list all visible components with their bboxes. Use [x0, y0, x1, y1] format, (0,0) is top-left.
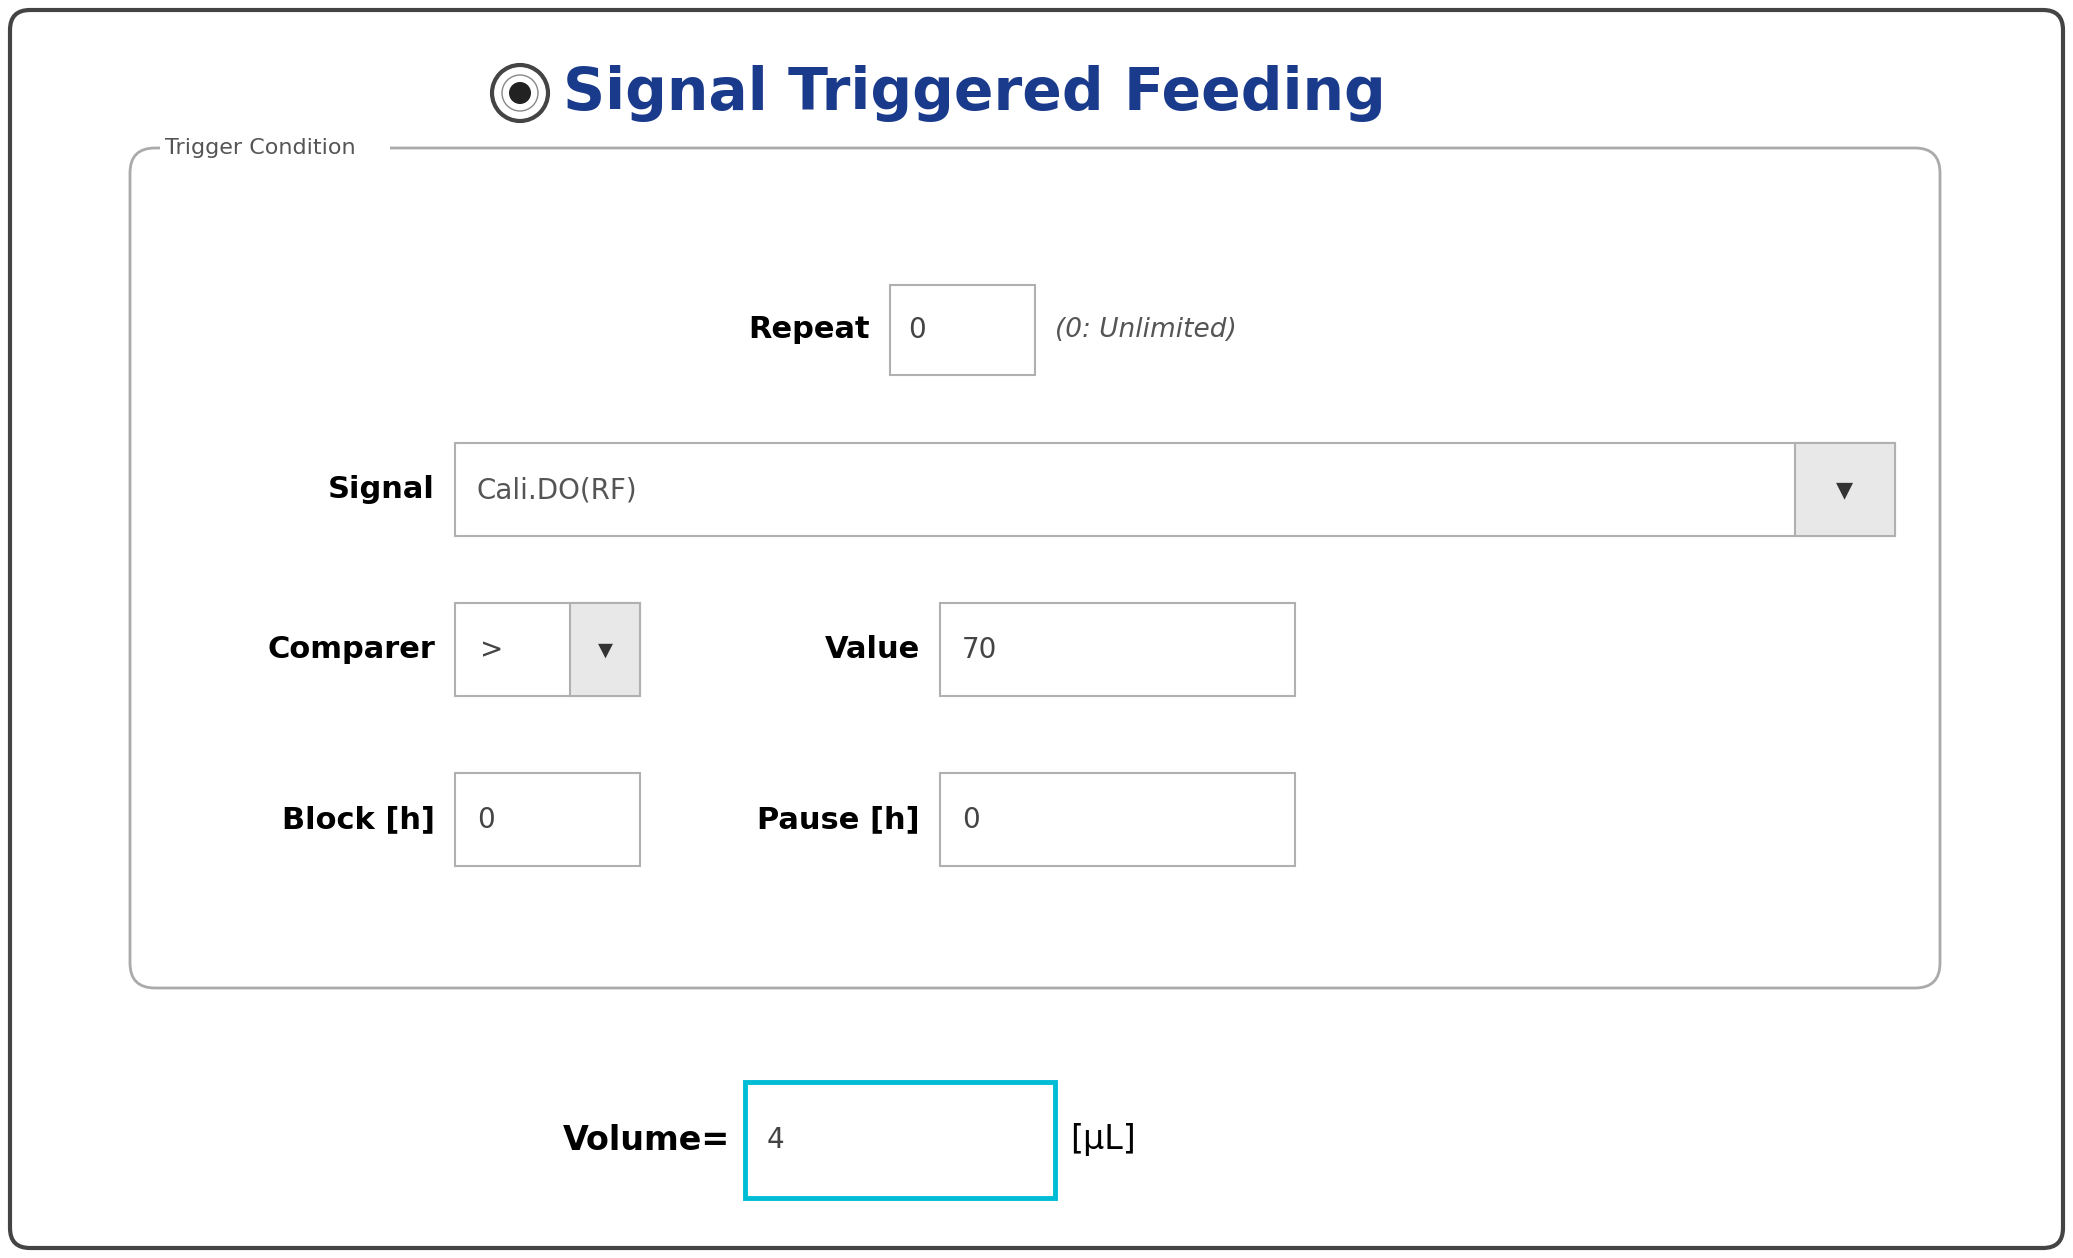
Text: (0: Unlimited): (0: Unlimited) [1055, 317, 1238, 343]
Circle shape [510, 82, 531, 104]
Text: Cali.DO(RF): Cali.DO(RF) [477, 476, 638, 504]
Text: >: > [481, 637, 504, 664]
Bar [454, 443, 1895, 536]
Text: Value: Value [825, 635, 920, 664]
Text: 4: 4 [767, 1126, 784, 1154]
Bar [454, 772, 641, 866]
Text: 0: 0 [908, 316, 927, 343]
Text: Repeat: Repeat [748, 316, 871, 345]
Bar [1795, 443, 1895, 536]
Bar [889, 286, 1034, 375]
Text: ▼: ▼ [1837, 481, 1853, 499]
Bar [939, 603, 1296, 696]
Text: Comparer: Comparer [267, 635, 435, 664]
Text: 0: 0 [477, 806, 495, 834]
Bar [570, 603, 641, 696]
Text: [μL]: [μL] [1070, 1123, 1136, 1156]
FancyBboxPatch shape [131, 148, 1940, 988]
Text: Trigger Condition: Trigger Condition [166, 138, 357, 159]
Text: Volume=: Volume= [562, 1123, 730, 1156]
Circle shape [491, 65, 547, 121]
Bar [454, 603, 641, 696]
FancyBboxPatch shape [10, 10, 2063, 1248]
Bar [744, 1082, 1055, 1198]
Text: 0: 0 [962, 806, 981, 834]
Text: Signal Triggered Feeding: Signal Triggered Feeding [564, 64, 1385, 122]
Text: Pause [h]: Pause [h] [757, 805, 920, 834]
Text: ▼: ▼ [597, 640, 612, 659]
Text: 70: 70 [962, 637, 997, 664]
Bar [939, 772, 1296, 866]
Text: Block [h]: Block [h] [282, 805, 435, 834]
Bar [160, 135, 390, 162]
Text: Signal: Signal [328, 476, 435, 504]
Circle shape [502, 75, 539, 111]
